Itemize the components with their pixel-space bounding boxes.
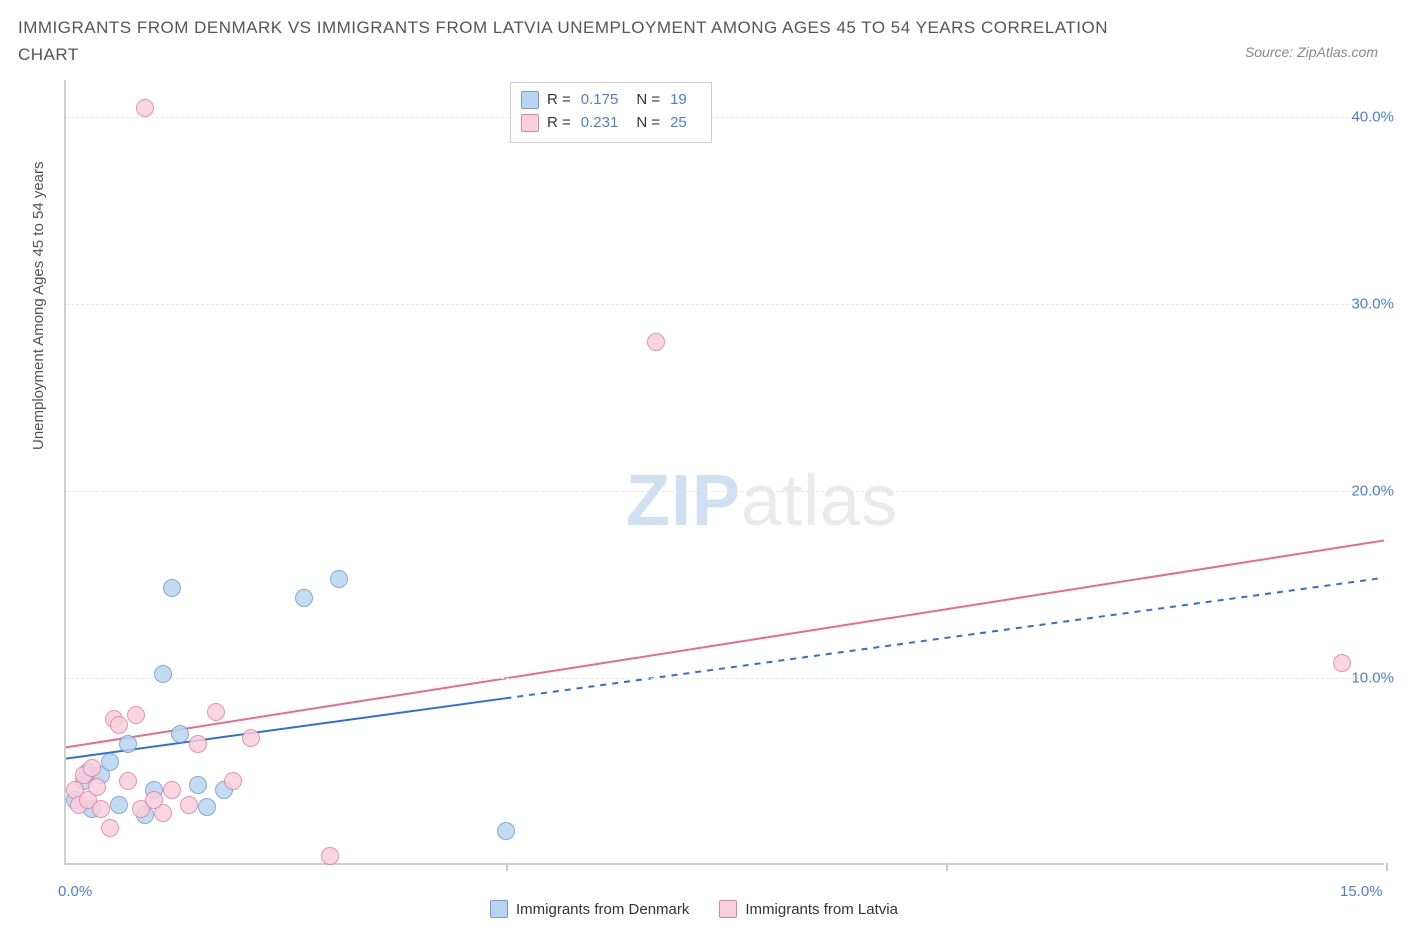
bottom-legend: Immigrants from Denmark Immigrants from … [490,900,898,918]
legend-label-denmark: Immigrants from Denmark [516,901,689,918]
legend-item-latvia: Immigrants from Latvia [719,900,898,918]
data-point [145,791,163,809]
gridline [66,678,1384,679]
data-point [163,579,181,597]
data-point [647,333,665,351]
swatch-denmark [521,91,539,109]
data-point [189,735,207,753]
data-point [110,796,128,814]
gridline [66,491,1384,492]
data-point [171,725,189,743]
data-point [497,822,515,840]
n-label: N = [636,112,660,135]
r-value-denmark: 0.175 [581,89,619,112]
data-point [295,589,313,607]
data-point [180,796,198,814]
data-point [101,819,119,837]
x-tick-label: 0.0% [58,883,92,900]
n-value-denmark: 19 [670,89,687,112]
x-tick [506,863,508,871]
y-tick-label: 20.0% [1351,483,1394,500]
n-value-latvia: 25 [670,112,687,135]
x-tick-label: 15.0% [1340,883,1383,900]
stats-row-latvia: R = 0.231 N = 25 [521,112,697,135]
legend-item-denmark: Immigrants from Denmark [490,900,689,918]
plot-region: ZIPatlas [64,80,1384,865]
source-attribution: Source: ZipAtlas.com [1245,44,1378,60]
chart-area: ZIPatlas [64,80,1384,865]
r-label: R = [547,89,571,112]
data-point [136,99,154,117]
r-label: R = [547,112,571,135]
stats-box: R = 0.175 N = 19 R = 0.231 N = 25 [510,82,712,143]
x-tick [946,863,948,871]
data-point [163,781,181,799]
chart-title: IMMIGRANTS FROM DENMARK VS IMMIGRANTS FR… [18,14,1118,68]
trend-lines [66,80,1384,863]
gridline [66,117,1384,118]
y-tick-label: 30.0% [1351,296,1394,313]
data-point [154,665,172,683]
watermark-atlas: atlas [741,461,898,541]
n-label: N = [636,89,660,112]
y-tick-label: 10.0% [1351,670,1394,687]
data-point [189,776,207,794]
swatch-latvia [521,114,539,132]
data-point [101,753,119,771]
data-point [242,729,260,747]
data-point [110,716,128,734]
stats-row-denmark: R = 0.175 N = 19 [521,89,697,112]
data-point [198,798,216,816]
watermark: ZIPatlas [626,460,898,542]
x-tick [1386,863,1388,871]
data-point [127,706,145,724]
r-value-latvia: 0.231 [581,112,619,135]
data-point [83,759,101,777]
data-point [119,772,137,790]
legend-swatch-latvia [719,900,737,918]
data-point [224,772,242,790]
y-axis-label: Unemployment Among Ages 45 to 54 years [30,161,47,450]
gridline [66,304,1384,305]
legend-label-latvia: Immigrants from Latvia [745,901,898,918]
y-tick-label: 40.0% [1351,109,1394,126]
data-point [92,800,110,818]
data-point [88,778,106,796]
watermark-zip: ZIP [626,461,741,541]
data-point [330,570,348,588]
data-point [1333,654,1351,672]
data-point [207,703,225,721]
legend-swatch-denmark [490,900,508,918]
data-point [119,735,137,753]
data-point [321,847,339,865]
